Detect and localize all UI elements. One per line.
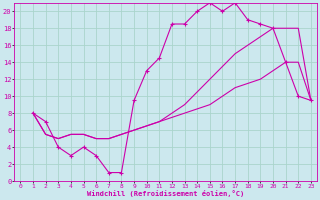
X-axis label: Windchill (Refroidissement éolien,°C): Windchill (Refroidissement éolien,°C)	[87, 190, 244, 197]
